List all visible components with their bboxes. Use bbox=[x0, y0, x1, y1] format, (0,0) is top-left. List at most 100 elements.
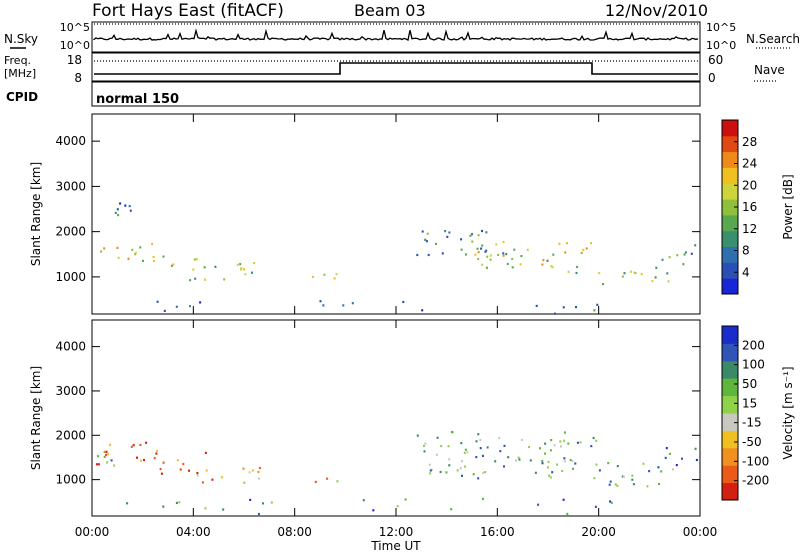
heatmap-cell bbox=[466, 451, 469, 454]
colorbar-label: Power [dB] bbox=[781, 174, 795, 239]
heatmap-cell bbox=[236, 263, 239, 266]
heatmap-cell bbox=[668, 256, 671, 259]
heatmap-cell bbox=[541, 462, 544, 465]
colorbar-tick-label: 15 bbox=[742, 396, 757, 410]
heatmap-cell bbox=[450, 508, 453, 511]
heatmap-cell bbox=[474, 253, 477, 256]
heatmap-cell bbox=[616, 484, 619, 487]
heatmap-cell bbox=[494, 460, 497, 463]
power-panel: 1000 2000 3000 4000 Slant Range [km] 4 8 12 16 20… bbox=[29, 113, 795, 315]
heatmap-cell bbox=[396, 505, 399, 508]
heatmap-cell bbox=[351, 302, 354, 305]
colorbar-segment bbox=[722, 326, 738, 344]
heatmap-cell bbox=[471, 233, 473, 236]
heatmap-cell bbox=[477, 234, 480, 237]
heatmap-cell bbox=[572, 467, 574, 470]
heatmap-cell bbox=[335, 273, 338, 276]
heatmap-cell bbox=[220, 476, 223, 479]
y-tick-label: 3000 bbox=[55, 384, 86, 398]
heatmap-cell bbox=[535, 304, 538, 307]
heatmap-cell bbox=[105, 450, 108, 453]
freq-tick-bottom: 8 bbox=[74, 71, 82, 85]
heatmap-cell bbox=[539, 447, 541, 450]
heatmap-cell bbox=[485, 249, 488, 252]
heatmap-cell bbox=[428, 463, 431, 466]
heatmap-cell bbox=[251, 469, 254, 472]
heatmap-cell bbox=[593, 477, 596, 480]
heatmap-cell bbox=[460, 442, 463, 445]
heatmap-cell bbox=[239, 263, 242, 266]
heatmap-cell bbox=[257, 470, 260, 473]
heatmap-cell bbox=[262, 502, 264, 505]
heatmap-cell bbox=[528, 445, 530, 449]
colorbar-tick-label: -15 bbox=[742, 416, 762, 430]
station-title: Fort Hays East (fitACF) bbox=[92, 1, 284, 21]
heatmap-cell bbox=[526, 248, 529, 251]
heatmap-cell bbox=[595, 439, 598, 442]
heatmap-cell bbox=[95, 463, 98, 466]
heatmap-cell bbox=[257, 512, 260, 516]
heatmap-cell bbox=[142, 259, 144, 262]
heatmap-cell bbox=[609, 480, 612, 483]
heatmap-cell bbox=[542, 259, 545, 262]
heatmap-cell bbox=[475, 440, 478, 443]
colorbar-frame bbox=[721, 325, 739, 501]
heatmap-cell bbox=[511, 266, 514, 269]
heatmap-cell bbox=[323, 273, 326, 276]
heatmap-cell bbox=[97, 455, 100, 458]
heatmap-cell bbox=[155, 452, 158, 455]
x-tick-label: 00:00 bbox=[683, 525, 718, 539]
heatmap-cell bbox=[134, 251, 137, 254]
heatmap-cell bbox=[132, 444, 135, 447]
colorbar-segment bbox=[722, 378, 738, 397]
heatmap-cell bbox=[243, 481, 246, 484]
colorbar-segment bbox=[722, 183, 738, 200]
heatmap-cell bbox=[575, 306, 577, 309]
heatmap-cell bbox=[515, 459, 517, 462]
heatmap-cell bbox=[571, 459, 574, 463]
nsky-tick-bottom: 10^0 bbox=[60, 39, 90, 52]
heatmap-cell bbox=[314, 480, 317, 483]
heatmap-cell bbox=[485, 231, 488, 234]
heatmap-cell bbox=[139, 246, 142, 249]
heatmap-cell bbox=[481, 244, 484, 247]
colorbar-tick-label: -50 bbox=[742, 435, 762, 449]
heatmap-cell bbox=[596, 303, 599, 306]
heatmap-cell bbox=[160, 472, 163, 475]
colorbar-segment bbox=[722, 278, 738, 295]
heatmap-cell bbox=[576, 441, 579, 444]
heatmap-cell bbox=[258, 466, 261, 470]
heatmap-cell bbox=[243, 268, 245, 271]
heatmap-cell bbox=[550, 439, 553, 442]
heatmap-cell bbox=[103, 247, 106, 250]
heatmap-cell bbox=[100, 250, 103, 253]
heatmap-cell bbox=[214, 265, 217, 268]
heatmap-cells bbox=[95, 430, 698, 516]
heatmap-cell bbox=[116, 246, 119, 249]
heatmap-cell bbox=[547, 460, 550, 463]
heatmap-cell bbox=[145, 441, 148, 444]
heatmap-cell bbox=[648, 470, 651, 473]
heatmap-cell bbox=[175, 305, 178, 308]
heatmap-cell bbox=[558, 242, 561, 245]
heatmap-cell bbox=[554, 312, 556, 315]
heatmap-cell bbox=[541, 459, 544, 463]
y-tick-label: 3000 bbox=[55, 179, 86, 193]
heatmap-cell bbox=[182, 462, 185, 466]
heatmap-cell bbox=[499, 450, 502, 453]
heatmap-cell bbox=[563, 457, 566, 460]
heatmap-cell bbox=[566, 512, 569, 515]
heatmap-cell bbox=[505, 253, 508, 256]
heatmap-cell bbox=[105, 453, 107, 457]
colorbar-segment bbox=[722, 343, 738, 362]
heatmap-cell bbox=[159, 467, 162, 471]
heatmap-cell bbox=[451, 431, 454, 434]
heatmap-cell bbox=[658, 482, 660, 486]
heatmap-cell bbox=[511, 257, 514, 260]
heatmap-cell bbox=[249, 498, 252, 501]
heatmap-cell bbox=[459, 467, 462, 470]
heatmap-cell bbox=[520, 438, 523, 441]
heatmap-cell bbox=[476, 247, 479, 250]
heatmap-cell bbox=[151, 242, 154, 245]
heatmap-cell bbox=[223, 278, 226, 281]
